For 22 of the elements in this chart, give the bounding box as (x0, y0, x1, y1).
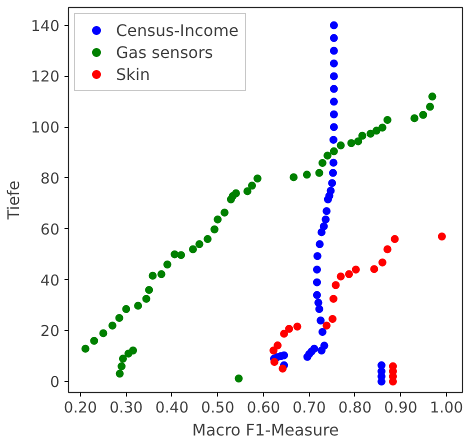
y-tick-label: 0 (50, 373, 60, 392)
y-tick-label: 20 (40, 322, 60, 340)
x-tick-label: 0.20 (64, 398, 98, 416)
y-tick-label: 100 (30, 118, 60, 137)
x-tick-label: 0.50 (200, 398, 234, 416)
x-tick-label: 0.90 (384, 398, 418, 416)
x-tick-label: 0.30 (109, 398, 143, 416)
x-tick-label: 0.40 (155, 398, 189, 416)
x-tick-label: 0.80 (338, 398, 372, 416)
y-axis-title: Tiefe (4, 180, 23, 221)
y-tick-label: 40 (40, 271, 60, 290)
y-tick-label: 60 (40, 220, 60, 238)
x-tick-label: 1.00 (430, 398, 464, 416)
y-tick-label: 120 (30, 68, 60, 86)
x-tick-label: 0.60 (246, 398, 280, 416)
legend-label: Skin (116, 64, 150, 84)
legend-label: Gas sensors (116, 42, 213, 62)
legend-label: Census-Income (116, 20, 239, 40)
y-tick-label: 140 (30, 16, 60, 35)
x-axis-title: Macro F1-Measure (192, 420, 339, 440)
x-tick-label: 0.70 (292, 398, 326, 416)
y-tick-label: 80 (40, 169, 60, 188)
